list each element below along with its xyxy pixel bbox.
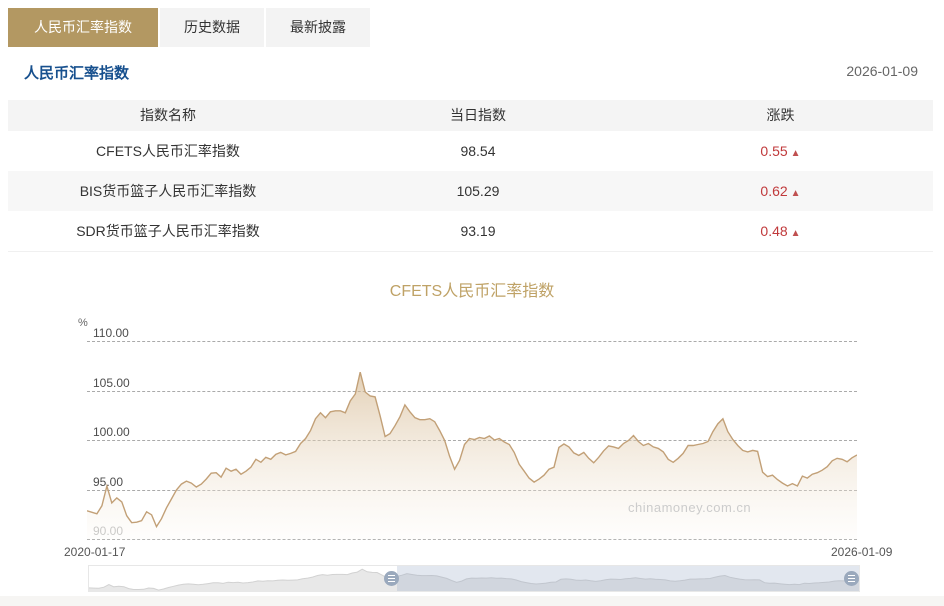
- datazoom-slider[interactable]: [88, 565, 860, 592]
- up-arrow-icon: ▲: [790, 228, 801, 239]
- slider-right-handle[interactable]: [844, 571, 859, 586]
- x-axis-start-label: 2020-01-17: [64, 545, 126, 559]
- change-value: 0.48: [760, 223, 788, 239]
- slider-left-handle[interactable]: [384, 571, 399, 586]
- chart-title: CFETS人民币汇率指数: [389, 283, 555, 300]
- y-axis-unit-label: %: [78, 317, 88, 329]
- slider-selected-range[interactable]: [397, 566, 859, 591]
- tab-rmb-exchange-rate-index[interactable]: 人民币汇率指数: [8, 8, 158, 47]
- index-name: CFETS人民币汇率指数: [96, 143, 240, 159]
- table-row: CFETS人民币汇率指数 98.54 0.55 ▲: [8, 131, 933, 171]
- tab-historical-data[interactable]: 历史数据: [160, 8, 264, 47]
- x-axis-end-label: 2026-01-09: [831, 545, 893, 559]
- index-change: 0.62 ▲: [628, 171, 933, 211]
- index-value: 98.54: [460, 143, 496, 159]
- col-header-daily-index: 当日指数: [450, 107, 506, 123]
- index-name: BIS货币篮子人民币汇率指数: [79, 183, 257, 199]
- main-area-chart[interactable]: [87, 331, 857, 543]
- index-name: SDR货币篮子人民币汇率指数: [76, 223, 260, 239]
- index-change: 0.55 ▲: [628, 131, 933, 171]
- date-label: 2026-01-09: [846, 63, 918, 79]
- y-tick-label: 100.00: [93, 425, 130, 439]
- table-header-row: 指数名称 当日指数 涨跌: [8, 100, 933, 131]
- index-change: 0.48 ▲: [628, 211, 933, 251]
- slider-mini-chart: [89, 568, 859, 592]
- change-value: 0.55: [760, 143, 788, 159]
- series-line: [87, 372, 857, 529]
- col-header-change: 涨跌: [766, 107, 795, 123]
- mini-area-fill: [89, 569, 859, 592]
- bottom-strip: [0, 596, 944, 606]
- gridline: [87, 390, 857, 392]
- up-arrow-icon: ▲: [790, 148, 801, 159]
- watermark: chinamoney.com.cn: [628, 500, 752, 515]
- col-header-index-name: 指数名称: [140, 107, 196, 123]
- y-tick-label: 95.00: [93, 474, 124, 489]
- y-tick-label: 105.00: [93, 375, 130, 390]
- mini-series-line: [89, 568, 859, 591]
- index-table: 指数名称 当日指数 涨跌 CFETS人民币汇率指数 98.54 0.55 ▲ BI…: [8, 100, 933, 252]
- index-value: 93.19: [460, 223, 496, 239]
- change-value: 0.62: [760, 183, 788, 199]
- tab-latest-disclosure[interactable]: 最新披露: [266, 8, 370, 47]
- table-row: BIS货币篮子人民币汇率指数 105.29 0.62 ▲: [8, 171, 933, 211]
- gridline: [87, 341, 857, 342]
- y-tick-label: 110.00: [93, 326, 129, 340]
- area-fill: [87, 372, 857, 540]
- index-value: 105.29: [456, 183, 500, 199]
- page-title: 人民币汇率指数: [24, 65, 130, 82]
- up-arrow-icon: ▲: [790, 188, 801, 199]
- tab-bar: 人民币汇率指数 历史数据 最新披露: [8, 8, 372, 47]
- table-row: SDR货币篮子人民币汇率指数 93.19 0.48 ▲: [8, 211, 933, 251]
